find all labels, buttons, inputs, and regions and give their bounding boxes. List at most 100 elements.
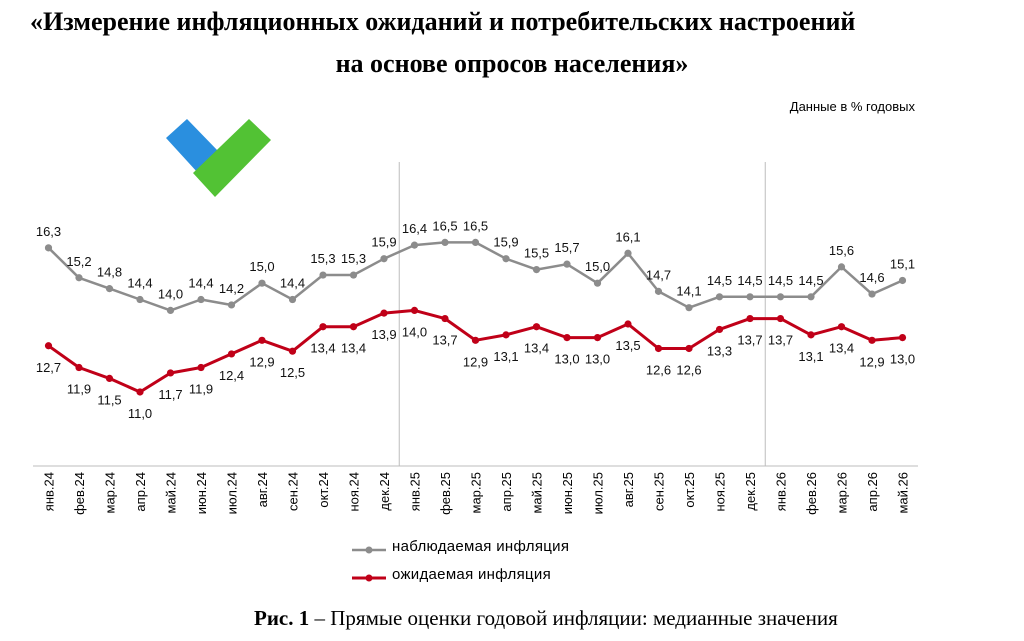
observed-data-label: 15,9 bbox=[493, 235, 518, 250]
observed-data-label: 14,5 bbox=[798, 273, 823, 288]
observed-data-label: 14,5 bbox=[768, 273, 793, 288]
expected-data-label: 13,0 bbox=[585, 352, 610, 367]
x-tick-label: ноя.25 bbox=[713, 472, 728, 512]
expected-point bbox=[197, 363, 205, 372]
expected-data-label: 13,7 bbox=[737, 333, 762, 348]
expected-data-label: 13,7 bbox=[768, 333, 793, 348]
observed-data-label: 14,4 bbox=[280, 276, 305, 291]
expected-point bbox=[654, 344, 663, 353]
x-tick-label: сен.24 bbox=[286, 472, 301, 511]
x-tick-label: мар.25 bbox=[469, 472, 484, 513]
observed-data-label: 15,0 bbox=[585, 259, 610, 274]
expected-point bbox=[227, 350, 236, 358]
expected-data-label: 11,7 bbox=[158, 387, 182, 402]
observed-point bbox=[502, 255, 510, 263]
expected-point bbox=[471, 336, 480, 344]
x-tick-label: ноя.24 bbox=[347, 472, 362, 512]
observed-point bbox=[441, 238, 449, 246]
x-tick-label: янв.25 bbox=[408, 472, 423, 511]
observed-data-label: 14,4 bbox=[188, 276, 213, 291]
x-tick-label: окт.24 bbox=[316, 472, 331, 508]
observed-point bbox=[44, 244, 53, 252]
observed-data-label: 15,9 bbox=[371, 235, 396, 250]
expected-point bbox=[807, 331, 815, 339]
observed-point bbox=[868, 290, 876, 298]
observed-point bbox=[258, 279, 266, 287]
x-tick-label: май.25 bbox=[530, 472, 545, 514]
caption-text: – Прямые оценки годовой инфляции: медиан… bbox=[309, 606, 838, 630]
x-tick-label: июн.25 bbox=[560, 472, 575, 514]
expected-point bbox=[532, 323, 541, 331]
expected-data-label: 11,9 bbox=[67, 382, 91, 397]
observed-data-label: 16,5 bbox=[432, 218, 457, 233]
observed-data-label: 15,1 bbox=[890, 256, 915, 271]
x-tick-label: июл.25 bbox=[591, 472, 606, 514]
caption-label: Рис. 1 bbox=[254, 606, 310, 630]
x-tick-label: дек.25 bbox=[743, 472, 758, 511]
observed-data-label: 14,0 bbox=[158, 286, 183, 301]
expected-data-label: 13,4 bbox=[524, 341, 549, 356]
x-tick-label: окт.25 bbox=[682, 472, 697, 508]
expected-data-label: 12,7 bbox=[36, 360, 61, 375]
expected-data-label: 13,7 bbox=[432, 333, 457, 348]
title-line-1: «Измерение инфляционных ожиданий и потре… bbox=[30, 7, 856, 36]
x-tick-label: май.26 bbox=[896, 472, 911, 514]
observed-point bbox=[898, 276, 907, 285]
legend-marker-expected bbox=[352, 574, 386, 582]
expected-data-label: 13,0 bbox=[890, 352, 915, 367]
expected-point bbox=[563, 334, 571, 342]
observed-point bbox=[471, 238, 480, 246]
observed-data-label: 15,3 bbox=[310, 251, 335, 266]
units-note: Данные в % годовых bbox=[789, 99, 915, 114]
expected-data-label: 13,4 bbox=[341, 341, 366, 356]
observed-data-label: 14,8 bbox=[97, 265, 122, 280]
x-tick-label: фев.25 bbox=[438, 472, 453, 515]
observed-point bbox=[532, 266, 541, 274]
legend-marker-observed bbox=[352, 546, 386, 554]
x-tick-label: сен.25 bbox=[652, 472, 667, 511]
expected-data-label: 12,9 bbox=[463, 354, 488, 369]
expected-data-label: 13,4 bbox=[829, 341, 854, 356]
observed-point bbox=[654, 287, 663, 295]
observed-data-label: 14,5 bbox=[737, 273, 762, 288]
title-line-2: на основе опросов населения» bbox=[335, 49, 689, 78]
observed-point bbox=[715, 293, 724, 301]
expected-point bbox=[441, 314, 449, 323]
observed-point bbox=[136, 295, 144, 304]
x-tick-label: мар.26 bbox=[835, 472, 850, 513]
x-tick-label: янв.26 bbox=[774, 472, 789, 511]
observed-point bbox=[75, 274, 83, 282]
expected-point bbox=[502, 331, 510, 339]
legend-label-expected: ожидаемая инфляция bbox=[392, 566, 552, 583]
expected-data-label: 12,5 bbox=[280, 365, 305, 380]
observed-data-label: 14,7 bbox=[646, 267, 671, 282]
expected-data-label: 12,9 bbox=[249, 354, 274, 369]
expected-data-label: 13,9 bbox=[371, 327, 396, 342]
expected-point bbox=[685, 344, 693, 353]
observed-data-label: 16,5 bbox=[463, 218, 488, 233]
expected-data-label: 13,0 bbox=[554, 352, 579, 367]
expected-point bbox=[410, 306, 419, 314]
expected-point bbox=[136, 388, 144, 396]
x-tick-label: янв.24 bbox=[42, 472, 57, 511]
observed-point bbox=[593, 279, 602, 287]
legend-label-observed: наблюдаемая инфляция bbox=[392, 538, 570, 555]
observed-data-label: 14,2 bbox=[219, 281, 244, 296]
expected-point bbox=[319, 323, 327, 331]
observed-data-label: 14,6 bbox=[859, 270, 884, 285]
observed-data-label: 15,5 bbox=[524, 246, 549, 261]
observed-point bbox=[319, 271, 327, 279]
figure-caption: Рис. 1 – Прямые оценки годовой инфляции:… bbox=[254, 606, 838, 631]
x-tick-label: май.24 bbox=[164, 472, 179, 514]
observed-point bbox=[807, 293, 815, 301]
observed-data-label: 14,1 bbox=[676, 284, 701, 299]
expected-point bbox=[898, 334, 907, 342]
observed-point bbox=[380, 255, 388, 263]
expected-point bbox=[715, 325, 724, 334]
expected-data-label: 11,0 bbox=[128, 406, 152, 421]
observed-point bbox=[685, 304, 693, 312]
x-tick-label: апр.26 bbox=[865, 472, 880, 512]
observed-data-label: 16,1 bbox=[615, 229, 640, 244]
expected-data-label: 12,4 bbox=[219, 368, 244, 383]
expected-point bbox=[75, 363, 83, 372]
